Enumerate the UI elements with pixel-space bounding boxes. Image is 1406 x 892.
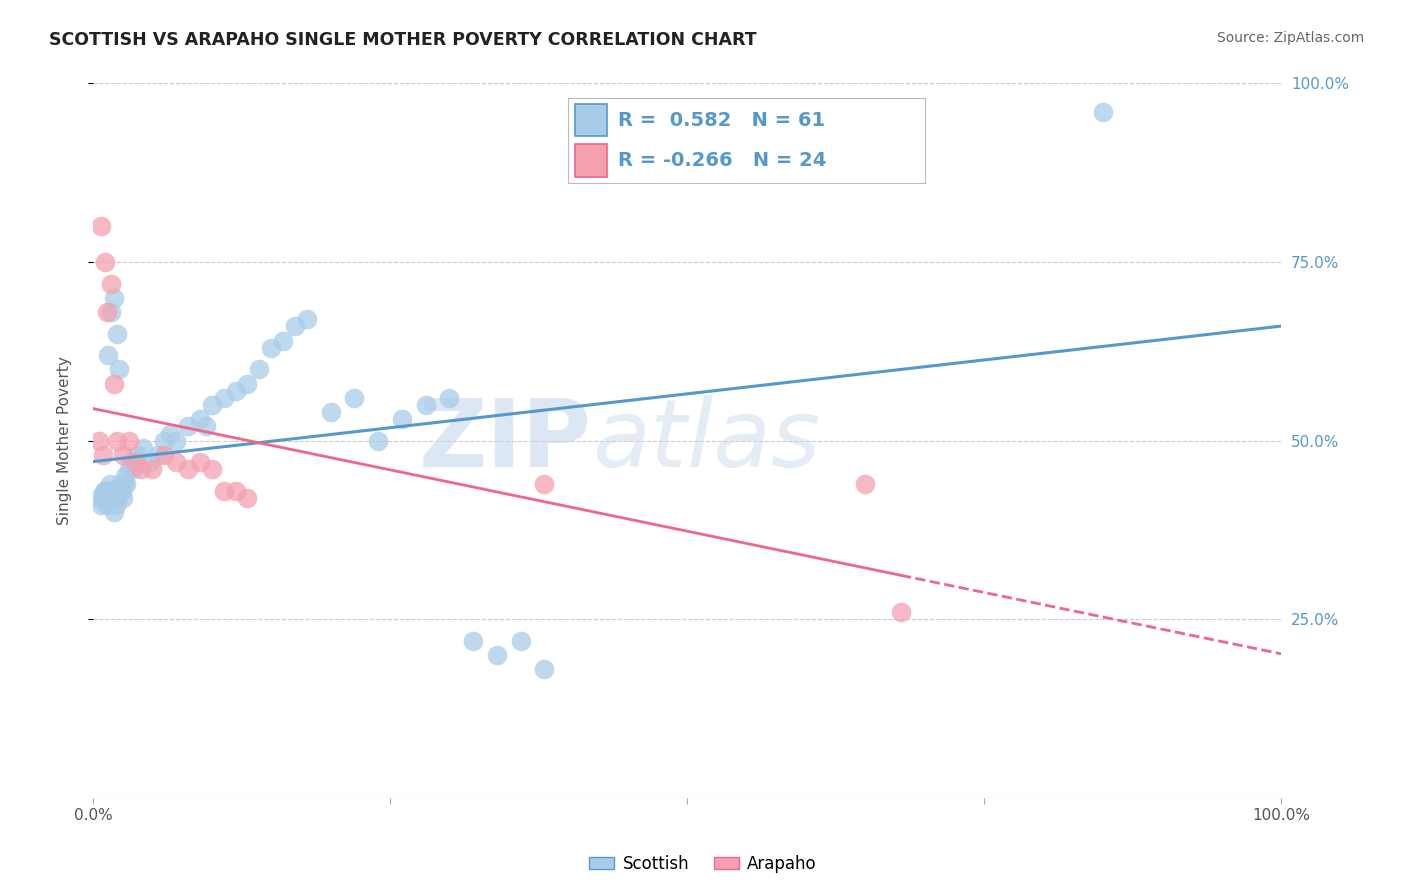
Point xyxy=(94,483,117,498)
Point xyxy=(87,491,110,505)
Point xyxy=(890,605,912,619)
Point xyxy=(100,305,122,319)
Point xyxy=(118,462,141,476)
Point xyxy=(159,426,181,441)
Point xyxy=(100,491,122,505)
Point xyxy=(319,405,342,419)
Point xyxy=(103,505,125,519)
Point xyxy=(853,476,876,491)
Point xyxy=(165,434,187,448)
Point xyxy=(94,491,117,505)
Point xyxy=(188,412,211,426)
Point xyxy=(96,305,118,319)
Point xyxy=(225,384,247,398)
Point xyxy=(104,498,127,512)
Point xyxy=(111,448,134,462)
Point xyxy=(129,462,152,476)
Point xyxy=(236,376,259,391)
Point xyxy=(110,476,132,491)
Point xyxy=(225,483,247,498)
Point xyxy=(177,419,200,434)
Point xyxy=(110,483,132,498)
Point xyxy=(100,277,122,291)
Point xyxy=(94,255,117,269)
Point xyxy=(236,491,259,505)
Point xyxy=(90,498,112,512)
Point xyxy=(271,334,294,348)
Point xyxy=(463,633,485,648)
Point xyxy=(343,391,366,405)
Y-axis label: Single Mother Poverty: Single Mother Poverty xyxy=(58,356,72,525)
Point xyxy=(87,434,110,448)
Point xyxy=(367,434,389,448)
Point xyxy=(93,483,115,498)
Text: Source: ZipAtlas.com: Source: ZipAtlas.com xyxy=(1216,31,1364,45)
Point xyxy=(194,419,217,434)
Point xyxy=(148,448,170,462)
Point xyxy=(111,491,134,505)
Point xyxy=(105,434,128,448)
Point xyxy=(118,434,141,448)
Point xyxy=(115,476,138,491)
Point xyxy=(391,412,413,426)
Text: SCOTTISH VS ARAPAHO SINGLE MOTHER POVERTY CORRELATION CHART: SCOTTISH VS ARAPAHO SINGLE MOTHER POVERT… xyxy=(49,31,756,49)
Point xyxy=(107,491,129,505)
Text: atlas: atlas xyxy=(592,395,820,486)
Point xyxy=(284,319,307,334)
Point xyxy=(201,462,224,476)
Point xyxy=(439,391,461,405)
Point xyxy=(101,483,124,498)
Point xyxy=(533,662,555,676)
Point xyxy=(124,455,146,469)
Legend: Scottish, Arapaho: Scottish, Arapaho xyxy=(582,848,824,880)
Point xyxy=(120,455,142,469)
Point xyxy=(98,476,121,491)
Point xyxy=(212,391,235,405)
Point xyxy=(105,491,128,505)
Point xyxy=(415,398,437,412)
Point xyxy=(96,498,118,512)
Point xyxy=(188,455,211,469)
Point xyxy=(153,448,176,462)
Point xyxy=(212,483,235,498)
Point xyxy=(108,483,131,498)
Point xyxy=(165,455,187,469)
Point xyxy=(114,469,136,483)
Point xyxy=(103,491,125,505)
Point xyxy=(1091,105,1114,120)
Point xyxy=(139,455,162,469)
Point xyxy=(533,476,555,491)
Point xyxy=(105,326,128,341)
Point xyxy=(141,462,163,476)
Point xyxy=(247,362,270,376)
Point xyxy=(509,633,531,648)
Point xyxy=(90,219,112,234)
Point xyxy=(153,434,176,448)
Point xyxy=(91,448,114,462)
Point xyxy=(127,448,149,462)
Point xyxy=(91,491,114,505)
Point xyxy=(103,291,125,305)
Text: ZIP: ZIP xyxy=(419,395,592,487)
Point xyxy=(97,483,120,498)
Point xyxy=(103,376,125,391)
Point xyxy=(201,398,224,412)
Point xyxy=(108,362,131,376)
Point xyxy=(177,462,200,476)
Point xyxy=(132,441,155,455)
Point xyxy=(260,341,283,355)
Point xyxy=(485,648,508,662)
Point xyxy=(295,312,318,326)
Point xyxy=(112,476,135,491)
Point xyxy=(122,462,145,476)
Point xyxy=(97,348,120,362)
